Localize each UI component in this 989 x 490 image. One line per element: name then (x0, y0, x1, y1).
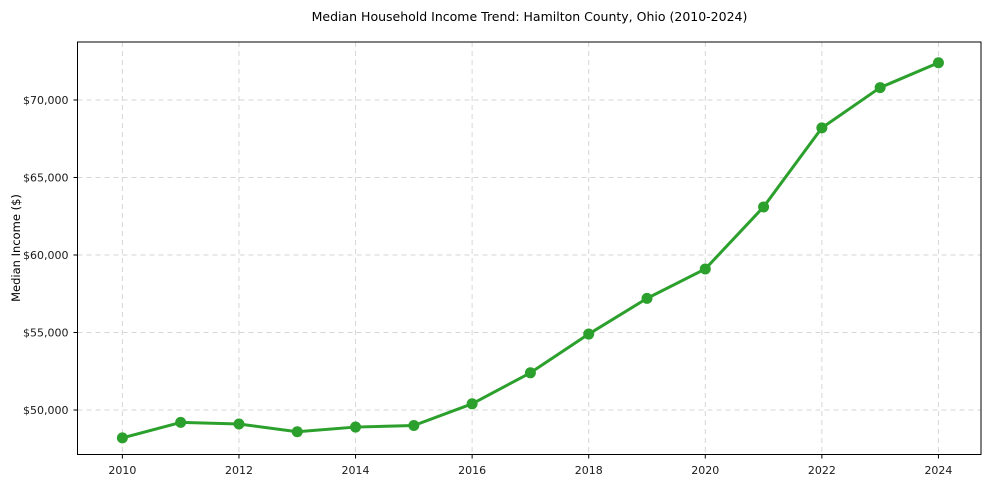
data-point-2022 (816, 122, 828, 134)
y-tick-label: $55,000 (23, 326, 69, 339)
data-point-2016 (466, 398, 478, 410)
data-point-2019 (641, 292, 653, 304)
x-tick-label: 2012 (225, 464, 253, 477)
y-tick-label: $65,000 (23, 171, 69, 184)
x-tick-label: 2014 (342, 464, 370, 477)
trend-line (120, 61, 940, 440)
data-point-2017 (524, 367, 536, 379)
data-point-2021 (758, 201, 770, 213)
y-tick-label: $70,000 (23, 94, 69, 107)
y-tick-label: $50,000 (23, 404, 69, 417)
x-tick-label: 2022 (808, 464, 836, 477)
x-tick-label: 2020 (691, 464, 719, 477)
data-point-2018 (583, 328, 595, 340)
data-point-2011 (175, 416, 187, 428)
data-point-2010 (116, 432, 128, 444)
data-point-2012 (233, 418, 245, 430)
x-tick-label: 2018 (575, 464, 603, 477)
x-tick-label: 2016 (458, 464, 486, 477)
plot-border (77, 41, 982, 455)
x-tick-label: 2024 (924, 464, 952, 477)
data-point-2014 (350, 421, 362, 433)
x-tick-label: 2010 (108, 464, 136, 477)
data-point-2020 (699, 263, 711, 275)
data-point-2013 (291, 426, 303, 438)
chart-title: Median Household Income Trend: Hamilton … (311, 9, 748, 24)
data-point-2023 (874, 82, 886, 94)
y-tick-label: $60,000 (23, 249, 69, 262)
data-point-2015 (408, 420, 420, 432)
data-point-2024 (932, 57, 944, 69)
